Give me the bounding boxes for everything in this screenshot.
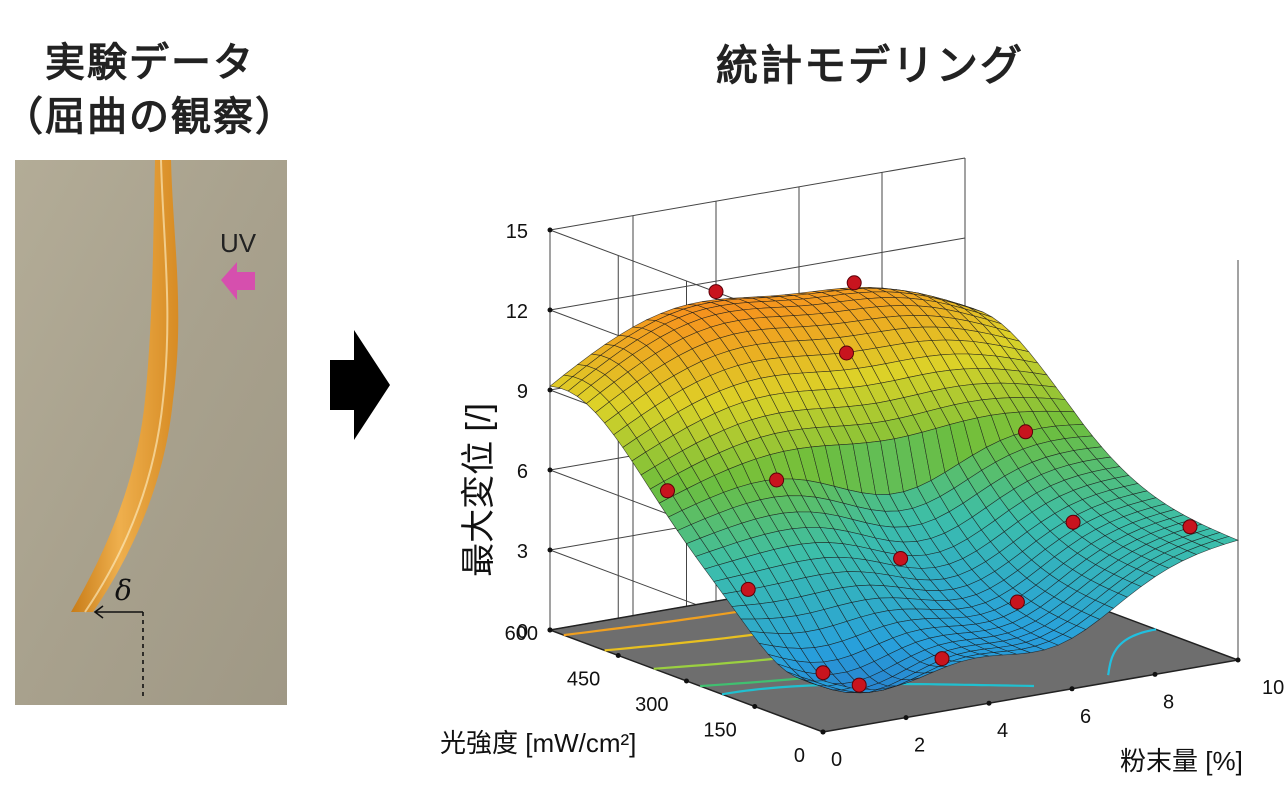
data-point: [893, 551, 909, 566]
data-point: [934, 651, 950, 667]
z-axis-label: 最大変位 [/]: [460, 403, 498, 577]
right-title: 統計モデリング: [715, 41, 1024, 90]
bent-strip: [71, 160, 179, 612]
data-point: [740, 581, 756, 597]
x-tick-label: 6: [1080, 706, 1091, 728]
data-point: [660, 483, 675, 499]
x-tick-label: 4: [997, 720, 1008, 742]
data-point: [1182, 519, 1198, 535]
uv-arrow-icon: [221, 262, 255, 300]
y-tick-label: 0: [794, 745, 805, 767]
x-tick-dot: [1152, 671, 1158, 677]
y-tick-dot: [684, 678, 689, 684]
z-tick-label: 3: [517, 541, 528, 563]
x-axis-label: 粉末量 [%]: [1120, 746, 1243, 776]
x-tick-dot: [986, 700, 992, 706]
z-tick-dot: [547, 227, 553, 233]
z-tick-label: 6: [517, 461, 528, 483]
z-tick-label: 9: [517, 381, 528, 403]
data-point: [839, 345, 854, 361]
y-tick-label: 150: [703, 720, 736, 742]
x-tick-dot: [903, 715, 909, 721]
x-tick-label: 0: [831, 749, 842, 771]
x-tick-dot: [1069, 686, 1075, 692]
right-arrow-icon: [330, 330, 390, 440]
z-tick-dot: [547, 467, 553, 473]
data-point: [1009, 594, 1025, 610]
y-tick-label: 450: [567, 669, 600, 691]
x-tick-dot: [1235, 657, 1241, 663]
y-tick-label: 300: [635, 694, 668, 716]
uv-label: UV: [220, 228, 257, 258]
data-point: [1065, 514, 1081, 530]
z-tick-dot: [547, 387, 553, 393]
y-tick-dot: [615, 653, 621, 658]
z-tick-label: 15: [506, 221, 528, 243]
experiment-photo: UV δ: [15, 160, 287, 705]
y-tick-dot: [820, 729, 826, 735]
x-tick-label: 2: [914, 735, 925, 757]
data-point: [815, 665, 831, 681]
left-title-line2: （屈曲の観察）: [3, 94, 297, 140]
z-tick-dot: [547, 307, 553, 313]
floor-contour-right: [1107, 628, 1157, 676]
y-axis-label: 光強度 [mW/cm²]: [440, 728, 636, 758]
x-tick-label: 8: [1163, 691, 1174, 713]
x-tick-label: 10: [1262, 677, 1284, 699]
data-point: [708, 284, 724, 300]
surface-cell: [1214, 536, 1239, 545]
data-point: [769, 472, 785, 488]
z-tick-label: 0: [517, 621, 528, 643]
y-tick-dot: [752, 704, 758, 709]
y-tick-dot: [547, 627, 553, 633]
left-title-line1: 実験データ: [45, 40, 255, 86]
z-tick-label: 12: [506, 301, 528, 323]
delta-label: δ: [115, 574, 132, 607]
data-point: [851, 677, 867, 693]
data-point: [846, 275, 862, 291]
data-point: [1018, 424, 1034, 440]
z-tick-dot: [547, 547, 553, 553]
y-tick-label: 600: [505, 623, 538, 645]
